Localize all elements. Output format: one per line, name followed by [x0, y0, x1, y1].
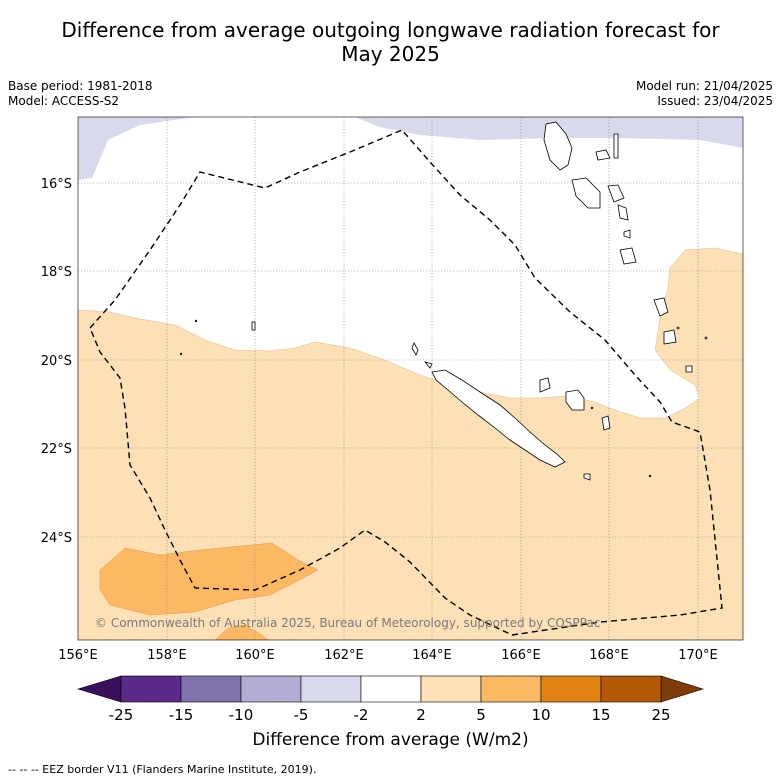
lat-label: 24°S: [41, 531, 72, 546]
lon-label: 164°E: [412, 648, 452, 663]
colorbar: -25 -15 -10 -5 -2 2 5 10 15 25: [76, 675, 705, 724]
meta-left: Base period: 1981-2018 Model: ACCESS-S2: [8, 79, 153, 109]
colorbar-label: Difference from average (W/m2): [252, 730, 529, 750]
lat-label: 16°S: [41, 177, 72, 192]
lon-label: 158°E: [147, 648, 187, 663]
lon-label: 160°E: [235, 648, 275, 663]
lat-label: 22°S: [41, 442, 72, 457]
colorbar-tick-label: 2: [416, 706, 426, 724]
lat-label: 18°S: [41, 265, 72, 280]
colorbar-segment: [420, 675, 482, 703]
colorbar-tick-label: -15: [169, 706, 194, 724]
island-new-caledonia: [431, 369, 566, 468]
lon-label: 156°E: [58, 648, 98, 663]
lon-label: 162°E: [324, 648, 364, 663]
colorbar-segment: [120, 675, 182, 703]
copyright-text: © Commonwealth of Australia 2025, Bureau…: [95, 616, 600, 630]
colorbar-under-arrow: [76, 675, 122, 703]
eez-border: [89, 129, 723, 636]
colorbar-segment: [600, 675, 662, 703]
lon-label: 168°E: [589, 648, 629, 663]
colorbar-segment: [360, 675, 422, 703]
meta-right: Model run: 21/04/2025 Issued: 23/04/2025: [636, 79, 773, 109]
region-2-to-5: [78, 247, 743, 640]
colorbar-tick-label: -25: [109, 706, 134, 724]
colorbar-tick-label: 10: [531, 706, 550, 724]
latitude-labels: 16°S 18°S 20°S 22°S 24°S: [41, 177, 72, 546]
title-line-1: Difference from average outgoing longwav…: [61, 18, 720, 42]
colorbar-tick-label: 25: [651, 706, 670, 724]
colorbar-tick-label: -10: [229, 706, 254, 724]
coastlines: [179, 121, 708, 481]
model-run: Model run: 21/04/2025: [635, 79, 773, 93]
lat-label: 20°S: [41, 354, 72, 369]
issued-date: Issued: 23/04/2025: [657, 94, 773, 108]
map-plot-area: © Commonwealth of Australia 2025, Bureau…: [78, 117, 743, 640]
colorbar-tick-label: 15: [591, 706, 610, 724]
lon-label: 166°E: [501, 648, 541, 663]
colorbar-segments: [120, 675, 662, 703]
lon-label: 170°E: [678, 648, 718, 663]
colorbar-segment: [480, 675, 542, 703]
gridlines: [78, 117, 743, 640]
longitude-labels: 156°E 158°E 160°E 162°E 164°E 166°E 168°…: [58, 648, 718, 663]
map-frame: [77, 116, 744, 641]
colorbar-segment: [180, 675, 242, 703]
colorbar-tick-label: -2: [354, 706, 369, 724]
region-5-to-10-a: [99, 542, 319, 616]
map-title: Difference from average outgoing longwav…: [0, 18, 781, 66]
colorbar-tick-label: 5: [476, 706, 486, 724]
island-vanuatu-espiritu: [543, 121, 573, 171]
colorbar-segment: [540, 675, 602, 703]
footer-note: -- -- -- EEZ border V11 (Flanders Marine…: [8, 763, 317, 776]
base-period: Base period: 1981-2018: [8, 79, 153, 93]
colorbar-tick-labels: -25 -15 -10 -5 -2 2 5 10 15 25: [109, 706, 671, 724]
colorbar-segment: [240, 675, 302, 703]
colorbar-tick-label: -5: [294, 706, 309, 724]
colorbar-over-arrow: [660, 675, 705, 703]
model-name: Model: ACCESS-S2: [8, 94, 120, 108]
colorbar-segment: [300, 675, 362, 703]
title-line-2: May 2025: [341, 42, 440, 66]
region-neg-5-to-2-top: [78, 117, 195, 180]
